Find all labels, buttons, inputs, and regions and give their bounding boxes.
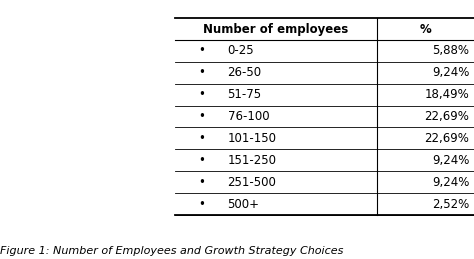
Text: 9,24%: 9,24% — [432, 66, 469, 79]
Text: •: • — [198, 154, 205, 167]
Text: Figure 1: Number of Employees and Growth Strategy Choices: Figure 1: Number of Employees and Growth… — [0, 246, 343, 256]
Text: 0-25: 0-25 — [228, 45, 254, 57]
Text: •: • — [198, 110, 205, 123]
Text: 2,52%: 2,52% — [432, 198, 469, 211]
Text: •: • — [198, 66, 205, 79]
Text: 22,69%: 22,69% — [424, 132, 469, 145]
Text: 51-75: 51-75 — [228, 88, 262, 101]
Text: 101-150: 101-150 — [228, 132, 276, 145]
Text: 76-100: 76-100 — [228, 110, 269, 123]
Text: 18,49%: 18,49% — [425, 88, 469, 101]
Text: •: • — [198, 88, 205, 101]
Text: 5,88%: 5,88% — [432, 45, 469, 57]
Text: Number of employees: Number of employees — [203, 23, 349, 35]
Text: •: • — [198, 176, 205, 189]
Text: •: • — [198, 198, 205, 211]
Text: 22,69%: 22,69% — [424, 110, 469, 123]
Text: •: • — [198, 132, 205, 145]
Text: 9,24%: 9,24% — [432, 154, 469, 167]
Text: 26-50: 26-50 — [228, 66, 262, 79]
Text: •: • — [198, 45, 205, 57]
Text: 9,24%: 9,24% — [432, 176, 469, 189]
Text: 251-500: 251-500 — [228, 176, 276, 189]
Text: 151-250: 151-250 — [228, 154, 276, 167]
Text: %: % — [419, 23, 431, 35]
Text: 500+: 500+ — [228, 198, 260, 211]
